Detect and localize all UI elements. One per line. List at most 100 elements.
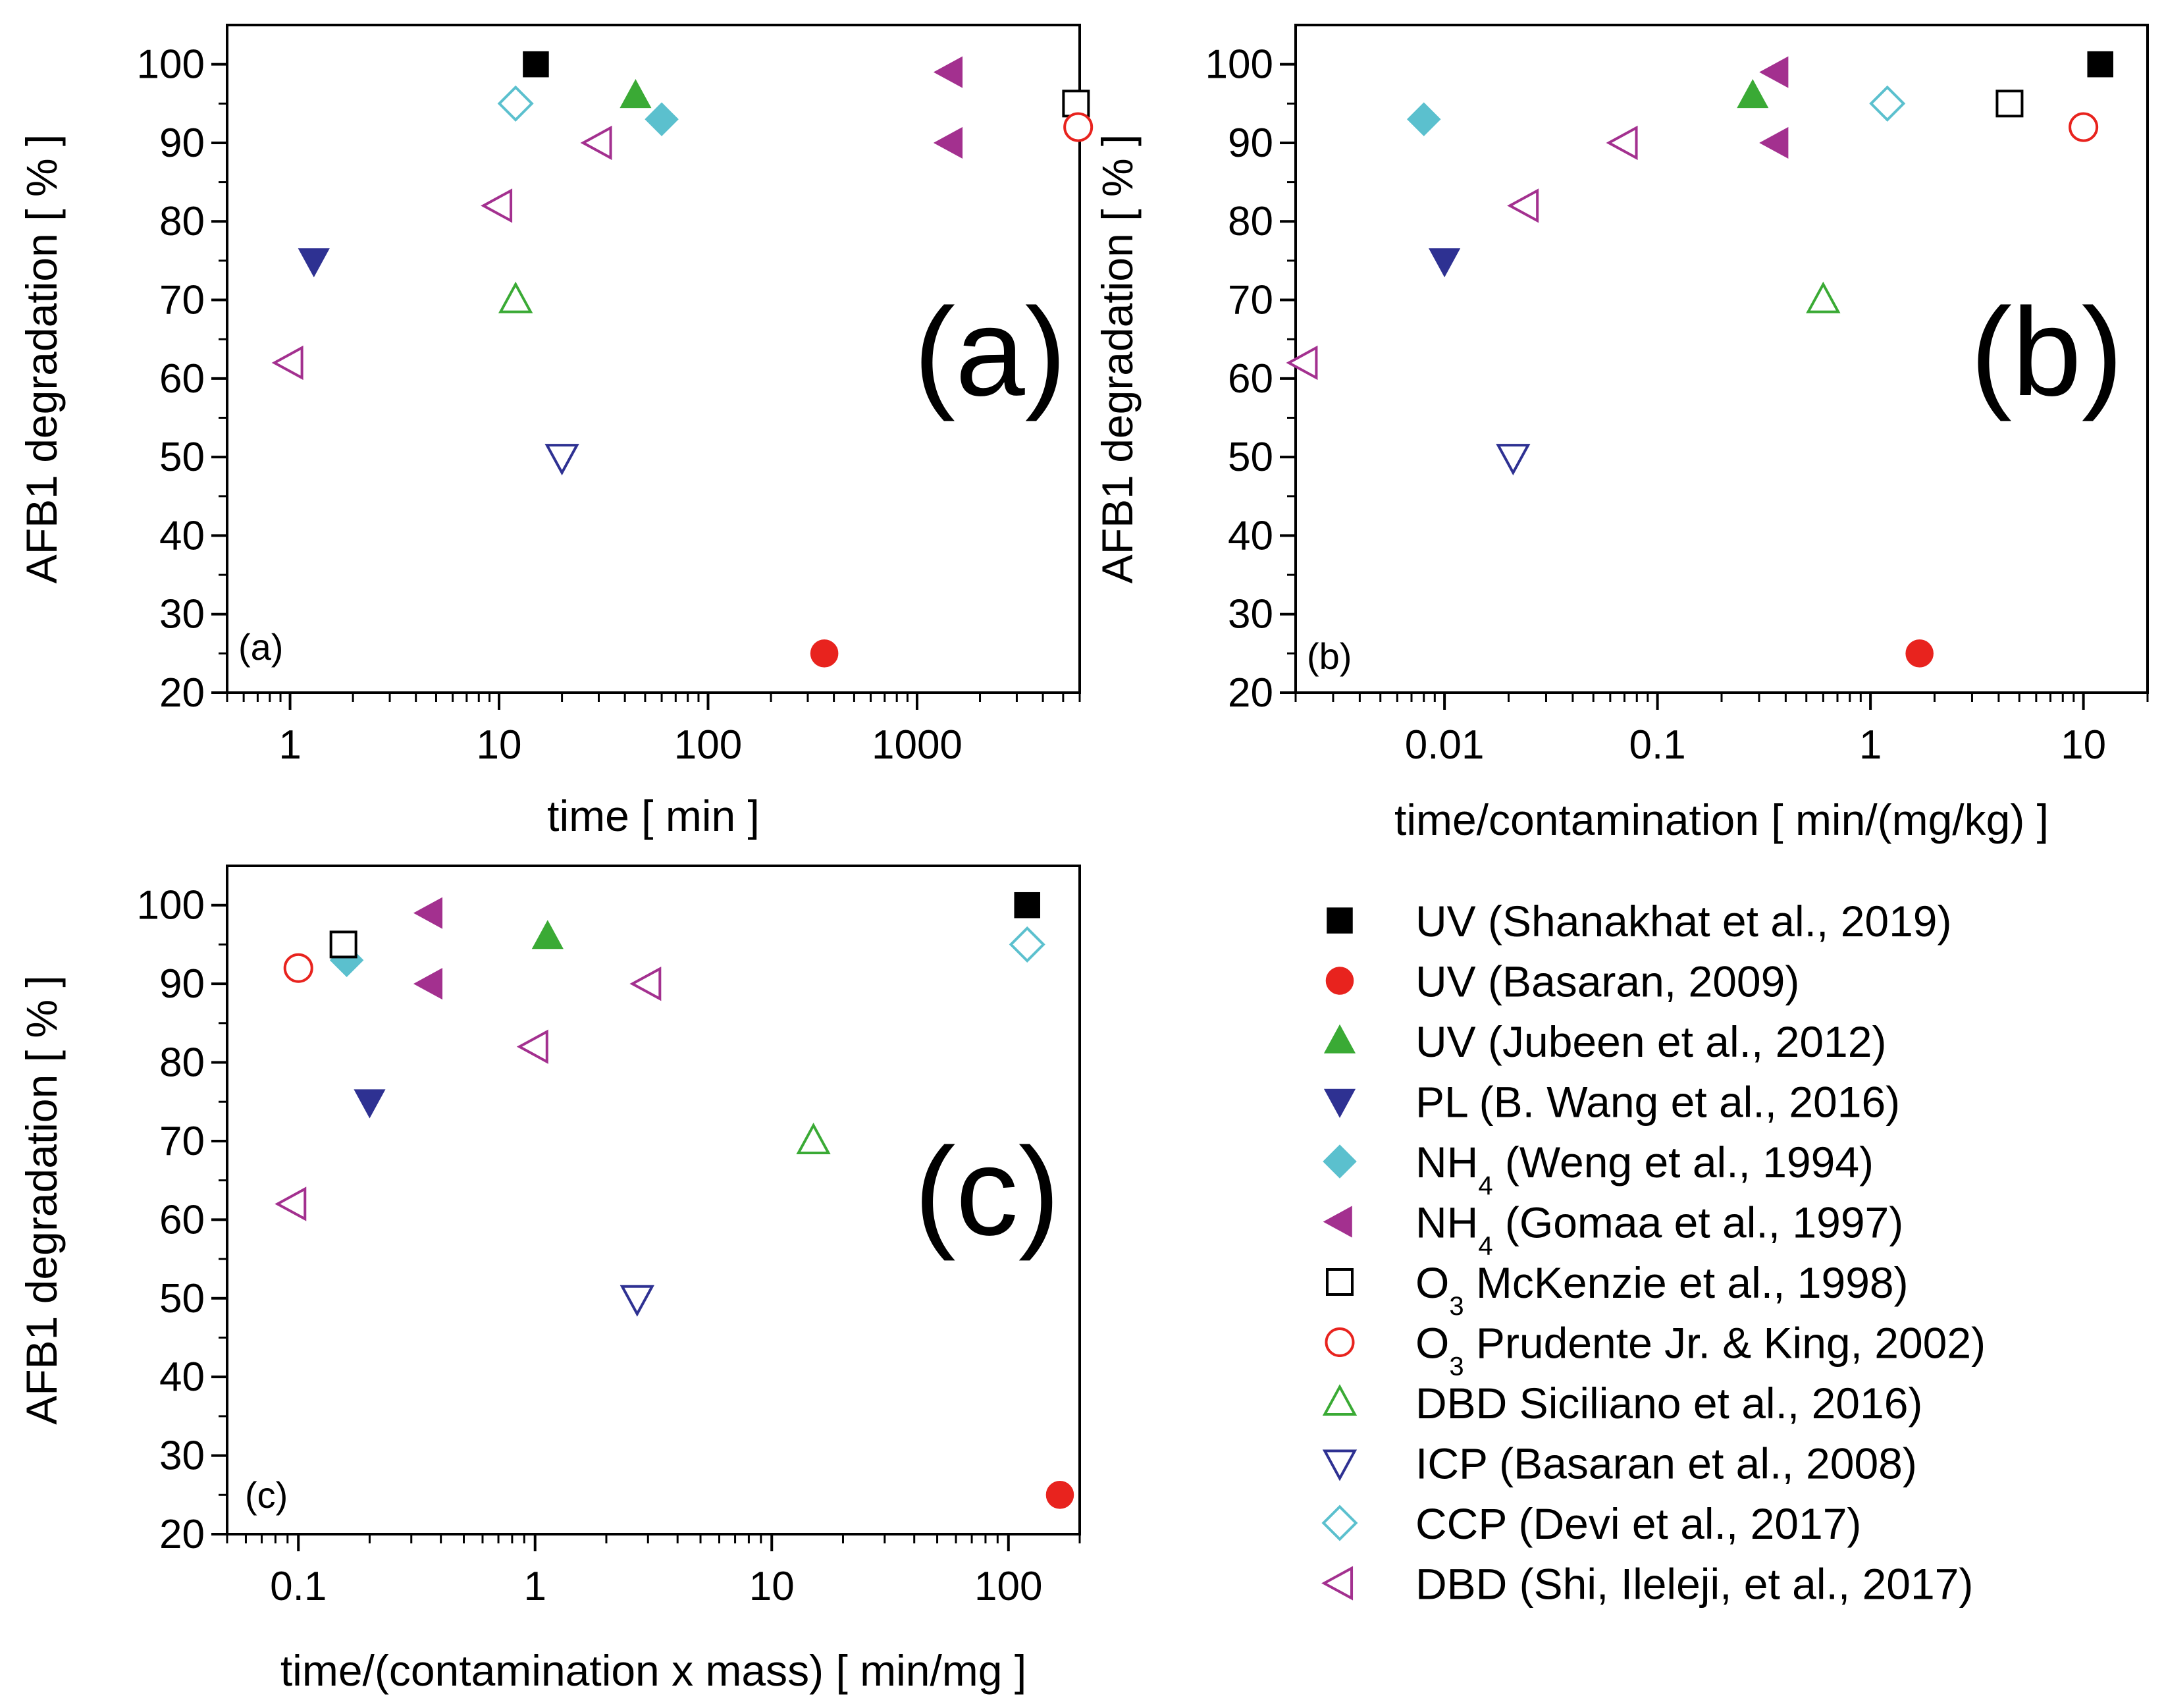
data-point-dbd-shi — [1606, 125, 1638, 161]
y-tick-label: 70 — [159, 278, 205, 323]
y-tick-label: 100 — [1205, 42, 1273, 88]
legend-label: PL (B. Wang et al., 2016) — [1415, 1078, 1900, 1127]
y-tick-label: 100 — [137, 883, 205, 928]
x-tick-label: 10 — [2061, 722, 2106, 768]
data-point-uv-jubeen — [620, 79, 652, 109]
x-tick-label: 1 — [1859, 722, 1882, 768]
legend-label: UV (Jubeen et al., 2012) — [1415, 1017, 1886, 1066]
legend-marker-circle — [1325, 967, 1354, 995]
legend-label-main: UV (Basaran, 2009) — [1415, 957, 1799, 1006]
legend-label-main: O — [1415, 1258, 1449, 1307]
panel-label: (b) — [1970, 282, 2123, 422]
x-tick-label: 1 — [278, 722, 301, 768]
y-tick-label: 70 — [159, 1119, 205, 1164]
data-point-pl-wang — [1429, 248, 1461, 278]
legend-entry-nh4-gomaa: NH4 (Gomaa et al., 1997) — [1323, 1198, 1903, 1261]
data-point-nh4-gomaa — [933, 126, 963, 159]
data-point-uv-basaran — [1905, 639, 1934, 668]
data-point-dbd-shi — [481, 188, 513, 223]
y-tick-label: 90 — [1228, 120, 1273, 166]
y-tick-label: 60 — [1228, 356, 1273, 402]
y-tick-label: 90 — [159, 120, 205, 166]
data-point-uv-jubeen — [531, 920, 564, 949]
data-point-uv-shanakhat — [1014, 892, 1040, 919]
y-tick-label: 60 — [159, 1197, 205, 1242]
data-point-nh4-weng — [1407, 102, 1441, 136]
legend-marker-triangle-left — [1321, 1566, 1354, 1601]
y-axis-title: AFB1 degradation [ % ] — [1093, 134, 1142, 583]
legend-label-main: CCP (Devi et al., 2017) — [1415, 1499, 1861, 1548]
legend-label-main: PL (B. Wang et al., 2016) — [1415, 1078, 1900, 1127]
y-tick-label: 50 — [159, 1276, 205, 1321]
y-tick-label: 20 — [159, 1512, 205, 1557]
legend-marker-triangle-down — [1322, 1449, 1358, 1481]
x-tick-label: 10 — [749, 1564, 795, 1609]
legend-label: O3 McKenzie et al., 1998) — [1415, 1258, 1909, 1321]
legend: UV (Shanakhat et al., 2019) UV (Basaran, … — [1321, 897, 1986, 1609]
data-point-dbd-shi — [1507, 188, 1539, 223]
y-tick-label: 40 — [159, 1354, 205, 1400]
legend-label-main: UV (Jubeen et al., 2012) — [1415, 1017, 1886, 1066]
legend-marker-triangle-left — [1323, 1206, 1352, 1238]
legend-marker-triangle-down — [1323, 1088, 1356, 1118]
panel-corner-label: (b) — [1307, 635, 1352, 677]
legend-entry-dbd-shi: DBD (Shi, Ileleji, et al., 2017) — [1321, 1560, 1973, 1609]
y-tick-label: 20 — [1228, 670, 1273, 716]
legend-label-rest: (Weng et al., 1994) — [1493, 1138, 1874, 1187]
y-tick-label: 40 — [1228, 513, 1273, 558]
y-axis-title: AFB1 degradation [ % ] — [17, 975, 66, 1424]
data-point-dbd-shi — [580, 125, 612, 161]
panel-corner-label: (c) — [245, 1474, 288, 1516]
legend-entry-dbd-siciliano: DBD Siciliano et al., 2016) — [1322, 1379, 1922, 1428]
data-point-icp-basaran — [1496, 444, 1531, 476]
x-tick-label: 0.1 — [1629, 722, 1686, 768]
legend-entry-o3-prudente: O3 Prudente Jr. & King, 2002) — [1325, 1319, 1986, 1381]
legend-label-subscript: 3 — [1449, 1292, 1464, 1321]
data-point-o3-prudente — [1063, 112, 1094, 142]
data-point-o3-prudente — [2069, 112, 2099, 142]
data-point-icp-basaran — [620, 1285, 654, 1317]
legend-marker-square — [1327, 907, 1353, 934]
data-point-nh4-gomaa — [1759, 56, 1789, 88]
data-point-o3-mckenzie — [329, 930, 357, 959]
y-tick-label: 40 — [159, 513, 205, 558]
data-point-dbd-siciliano — [796, 1123, 831, 1154]
data-points — [275, 892, 1074, 1509]
data-point-o3-prudente — [283, 953, 313, 983]
y-tick-label: 80 — [159, 1040, 205, 1086]
legend-label-main: ICP (Basaran et al., 2008) — [1415, 1439, 1917, 1488]
legend-entry-o3-mckenzie: O3 McKenzie et al., 1998) — [1326, 1258, 1909, 1321]
x-tick-label: 1000 — [872, 722, 963, 768]
legend-marker-square — [1326, 1268, 1354, 1296]
data-point-pl-wang — [354, 1089, 386, 1119]
legend-label: CCP (Devi et al., 2017) — [1415, 1499, 1861, 1548]
legend-label-rest: McKenzie et al., 1998) — [1464, 1258, 1909, 1307]
y-tick-label: 80 — [1228, 199, 1273, 244]
y-tick-label: 30 — [159, 1433, 205, 1479]
legend-label: NH4 (Weng et al., 1994) — [1415, 1138, 1874, 1200]
data-point-nh4-gomaa — [1759, 126, 1789, 159]
data-point-o3-mckenzie — [1995, 90, 2024, 118]
legend-entry-uv-shanakhat: UV (Shanakhat et al., 2019) — [1327, 897, 1952, 946]
legend-marker-triangle-up — [1322, 1384, 1358, 1416]
legend-entry-uv-basaran: UV (Basaran, 2009) — [1325, 957, 1799, 1006]
legend-label-main: UV (Shanakhat et al., 2019) — [1415, 897, 1952, 946]
legend-label: NH4 (Gomaa et al., 1997) — [1415, 1198, 1903, 1261]
legend-label-main: O — [1415, 1319, 1449, 1368]
x-axis-title: time/(contamination x mass) [ min/mg ] — [280, 1646, 1026, 1695]
y-tick-label: 20 — [159, 670, 205, 716]
y-tick-label: 100 — [137, 42, 205, 88]
y-tick-label: 60 — [159, 356, 205, 402]
legend-entry-ccp-devi: CCP (Devi et al., 2017) — [1321, 1499, 1861, 1548]
legend-label-main: NH — [1415, 1198, 1478, 1247]
legend-label-main: NH — [1415, 1138, 1478, 1187]
legend-label: DBD (Shi, Ileleji, et al., 2017) — [1415, 1560, 1973, 1609]
x-axis-title: time/contamination [ min/(mg/kg) ] — [1394, 795, 2049, 844]
x-tick-label: 100 — [674, 722, 742, 768]
legend-entry-nh4-weng: NH4 (Weng et al., 1994) — [1323, 1138, 1874, 1200]
data-point-nh4-gomaa — [413, 968, 443, 1000]
panel-corner-label: (a) — [238, 626, 283, 668]
legend-label: UV (Shanakhat et al., 2019) — [1415, 897, 1952, 946]
